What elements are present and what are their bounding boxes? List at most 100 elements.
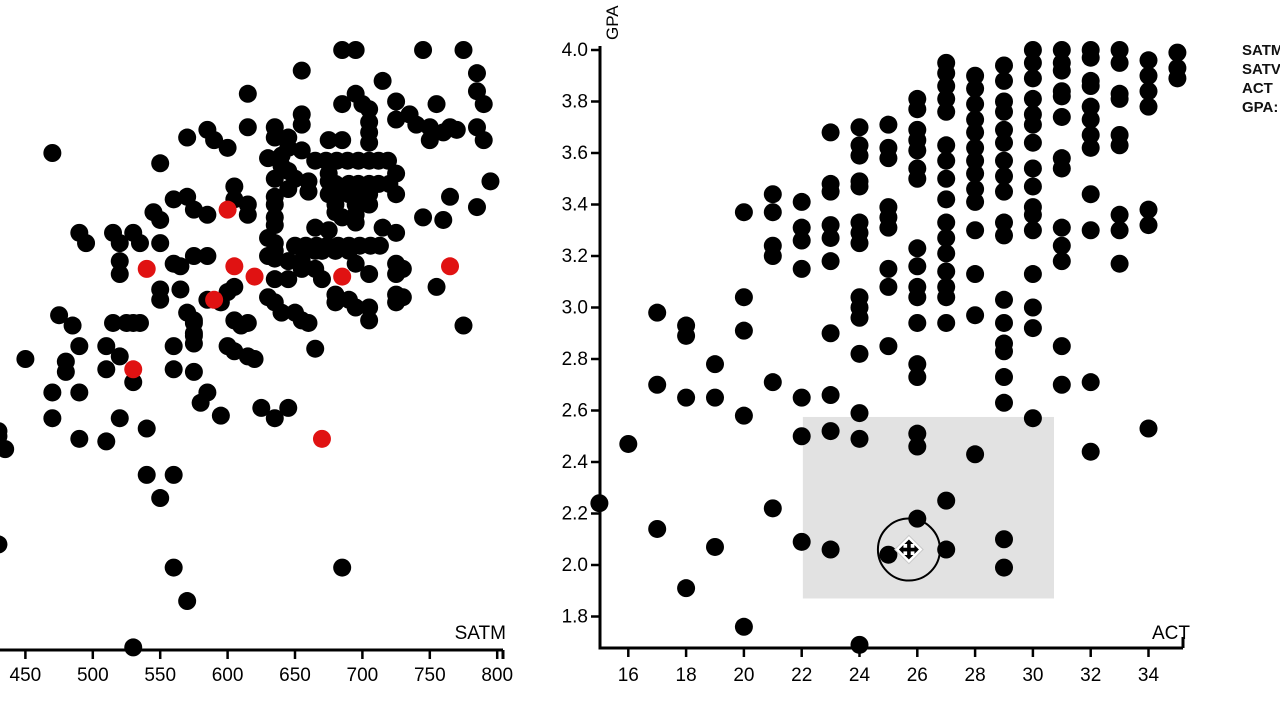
data-point[interactable]	[792, 218, 811, 237]
data-point[interactable]	[677, 326, 696, 345]
data-point[interactable]	[763, 185, 782, 204]
data-point[interactable]	[1139, 97, 1158, 116]
data-point[interactable]	[1023, 265, 1042, 284]
data-point[interactable]	[474, 131, 493, 150]
data-point[interactable]	[1110, 89, 1129, 108]
selected-data-point[interactable]	[137, 259, 156, 278]
data-point[interactable]	[937, 213, 956, 232]
data-point[interactable]	[225, 277, 244, 296]
data-point[interactable]	[1081, 373, 1100, 392]
data-point[interactable]	[734, 288, 753, 307]
data-point[interactable]	[850, 177, 869, 196]
data-point[interactable]	[360, 133, 379, 152]
data-point[interactable]	[1052, 218, 1071, 237]
data-point[interactable]	[1023, 133, 1042, 152]
data-point[interactable]	[677, 388, 696, 407]
data-point[interactable]	[393, 259, 412, 278]
data-point[interactable]	[110, 409, 129, 428]
data-point[interactable]	[373, 218, 392, 237]
data-point[interactable]	[393, 288, 412, 307]
data-point[interactable]	[272, 303, 291, 322]
data-point[interactable]	[434, 210, 453, 229]
data-point[interactable]	[279, 270, 298, 289]
data-point[interactable]	[205, 131, 224, 150]
data-point[interactable]	[879, 259, 898, 278]
data-point[interactable]	[1052, 337, 1071, 356]
data-point[interactable]	[966, 79, 985, 98]
data-point[interactable]	[420, 131, 439, 150]
data-point[interactable]	[1023, 159, 1042, 178]
data-point[interactable]	[995, 342, 1013, 361]
data-point[interactable]	[360, 265, 379, 284]
data-point[interactable]	[1023, 115, 1042, 134]
data-point[interactable]	[995, 151, 1013, 170]
data-point[interactable]	[427, 277, 446, 296]
data-point[interactable]	[333, 131, 352, 150]
selected-data-point[interactable]	[441, 257, 460, 276]
data-point[interactable]	[50, 306, 69, 325]
data-point[interactable]	[937, 262, 956, 281]
data-point[interactable]	[821, 386, 840, 405]
move-cursor-icon[interactable]	[894, 534, 924, 565]
selected-data-point[interactable]	[333, 267, 352, 286]
data-point[interactable]	[937, 151, 956, 170]
data-point[interactable]	[360, 311, 379, 330]
data-point[interactable]	[937, 190, 956, 209]
data-point[interactable]	[706, 388, 724, 407]
data-point[interactable]	[1139, 200, 1158, 219]
data-point[interactable]	[306, 218, 325, 237]
data-point[interactable]	[164, 360, 183, 379]
data-point[interactable]	[995, 56, 1013, 75]
data-point[interactable]	[850, 308, 869, 327]
data-point[interactable]	[590, 494, 609, 513]
data-point[interactable]	[292, 61, 311, 80]
data-point[interactable]	[995, 182, 1013, 201]
data-point[interactable]	[292, 259, 311, 278]
data-point[interactable]	[995, 133, 1013, 152]
data-point[interactable]	[70, 337, 89, 356]
data-point[interactable]	[763, 203, 782, 222]
data-point[interactable]	[850, 146, 869, 165]
data-point[interactable]	[1139, 82, 1158, 101]
data-point[interactable]	[198, 383, 217, 402]
data-point[interactable]	[70, 383, 89, 402]
selected-data-point[interactable]	[124, 360, 143, 379]
data-point[interactable]	[225, 177, 244, 196]
data-point[interactable]	[995, 290, 1013, 309]
data-point[interactable]	[279, 398, 298, 417]
data-point[interactable]	[319, 221, 338, 240]
data-point[interactable]	[63, 316, 82, 335]
data-point[interactable]	[97, 360, 116, 379]
data-point[interactable]	[346, 298, 365, 317]
data-point[interactable]	[937, 540, 956, 559]
data-point[interactable]	[879, 337, 898, 356]
data-point[interactable]	[763, 247, 782, 265]
data-point[interactable]	[995, 226, 1013, 245]
data-point[interactable]	[1110, 254, 1129, 273]
data-point[interactable]	[434, 123, 453, 142]
data-point[interactable]	[937, 228, 956, 247]
data-point[interactable]	[414, 208, 433, 227]
data-point[interactable]	[360, 298, 379, 317]
data-point[interactable]	[56, 362, 75, 381]
data-point[interactable]	[908, 509, 927, 528]
data-point[interactable]	[279, 138, 298, 157]
data-point[interactable]	[1023, 319, 1042, 338]
data-point[interactable]	[447, 120, 466, 139]
data-point[interactable]	[1023, 205, 1042, 224]
data-point[interactable]	[879, 149, 898, 168]
data-point[interactable]	[238, 205, 257, 224]
data-point[interactable]	[937, 244, 956, 263]
data-point[interactable]	[77, 234, 96, 253]
data-point[interactable]	[110, 234, 129, 253]
data-point[interactable]	[279, 180, 298, 199]
data-point[interactable]	[151, 290, 170, 309]
data-point[interactable]	[1081, 77, 1100, 96]
data-point[interactable]	[97, 337, 116, 356]
data-point[interactable]	[1023, 298, 1042, 317]
data-point[interactable]	[43, 383, 62, 402]
data-point[interactable]	[966, 192, 985, 211]
data-point[interactable]	[312, 241, 331, 260]
data-point[interactable]	[292, 141, 311, 160]
data-point[interactable]	[995, 213, 1013, 232]
